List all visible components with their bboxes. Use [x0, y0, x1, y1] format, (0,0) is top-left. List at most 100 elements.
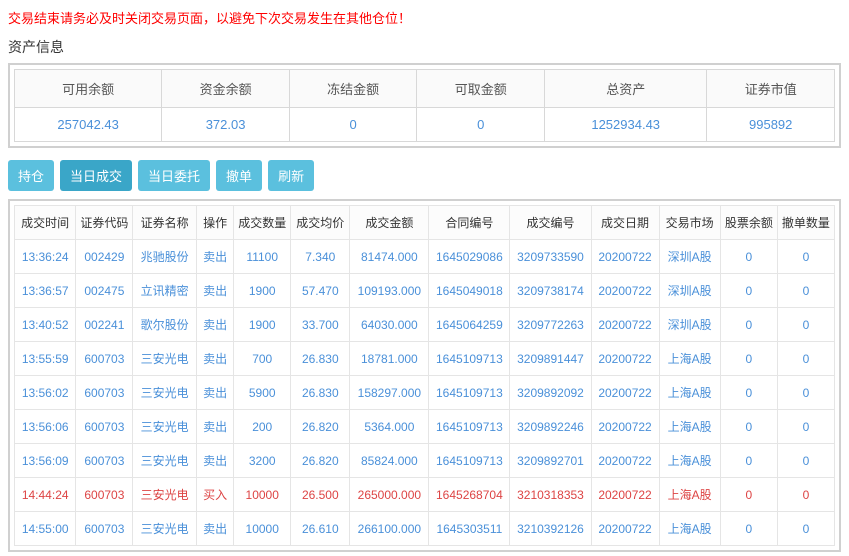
cell-mkt: 上海A股: [659, 444, 720, 478]
cell-bal: 0: [720, 410, 777, 444]
cell-code: 600703: [76, 512, 133, 546]
table-row: 13:55:59600703三安光电卖出70026.83018781.00016…: [15, 342, 835, 376]
tab-0[interactable]: 持仓: [8, 160, 54, 191]
cell-time: 13:36:57: [15, 274, 76, 308]
cell-qty: 3200: [234, 444, 291, 478]
cell-bal: 0: [720, 512, 777, 546]
cell-tno: 3210392126: [510, 512, 591, 546]
trade-header: 成交时间: [15, 206, 76, 240]
trade-header: 证券名称: [133, 206, 197, 240]
cell-op: 卖出: [196, 376, 233, 410]
cell-price: 26.820: [291, 410, 350, 444]
cell-op: 卖出: [196, 342, 233, 376]
cell-op: 卖出: [196, 512, 233, 546]
cell-time: 13:55:59: [15, 342, 76, 376]
table-row: 13:40:52002241歌尔股份卖出190033.70064030.0001…: [15, 308, 835, 342]
trade-header: 成交编号: [510, 206, 591, 240]
cell-cancel: 0: [777, 342, 834, 376]
cell-op: 卖出: [196, 410, 233, 444]
cell-cno: 1645109713: [429, 376, 510, 410]
cell-mkt: 上海A股: [659, 342, 720, 376]
cell-code: 600703: [76, 410, 133, 444]
trade-table: 成交时间证券代码证券名称操作成交数量成交均价成交金额合同编号成交编号成交日期交易…: [14, 205, 835, 546]
trade-header: 成交日期: [591, 206, 659, 240]
cell-code: 002429: [76, 240, 133, 274]
cell-qty: 700: [234, 342, 291, 376]
table-row: 13:36:57002475立讯精密卖出190057.470109193.000…: [15, 274, 835, 308]
cell-qty: 1900: [234, 274, 291, 308]
tab-4[interactable]: 刷新: [268, 160, 314, 191]
cell-date: 20200722: [591, 274, 659, 308]
cell-time: 13:36:24: [15, 240, 76, 274]
cell-mkt: 上海A股: [659, 512, 720, 546]
cell-bal: 0: [720, 274, 777, 308]
cell-bal: 0: [720, 342, 777, 376]
cell-mkt: 深圳A股: [659, 274, 720, 308]
tab-2[interactable]: 当日委托: [138, 160, 210, 191]
tab-3[interactable]: 撤单: [216, 160, 262, 191]
cell-cancel: 0: [777, 512, 834, 546]
cell-name: 三安光电: [133, 512, 197, 546]
cell-qty: 5900: [234, 376, 291, 410]
cell-cancel: 0: [777, 274, 834, 308]
cell-cno: 1645109713: [429, 342, 510, 376]
cell-bal: 0: [720, 444, 777, 478]
cell-name: 三安光电: [133, 410, 197, 444]
cell-time: 14:44:24: [15, 478, 76, 512]
cell-cno: 1645029086: [429, 240, 510, 274]
cell-amt: 158297.000: [350, 376, 429, 410]
cell-code: 600703: [76, 478, 133, 512]
cell-op: 卖出: [196, 308, 233, 342]
cell-qty: 200: [234, 410, 291, 444]
cell-bal: 0: [720, 478, 777, 512]
cell-cancel: 0: [777, 410, 834, 444]
cell-date: 20200722: [591, 512, 659, 546]
table-row: 14:44:24600703三安光电买入1000026.500265000.00…: [15, 478, 835, 512]
table-row: 13:56:09600703三安光电卖出320026.82085824.0001…: [15, 444, 835, 478]
cell-price: 7.340: [291, 240, 350, 274]
cell-cancel: 0: [777, 308, 834, 342]
cell-bal: 0: [720, 376, 777, 410]
table-row: 13:56:02600703三安光电卖出590026.830158297.000…: [15, 376, 835, 410]
asset-value: 0: [417, 108, 545, 142]
cell-mkt: 上海A股: [659, 410, 720, 444]
cell-name: 三安光电: [133, 376, 197, 410]
cell-time: 13:56:09: [15, 444, 76, 478]
cell-date: 20200722: [591, 308, 659, 342]
asset-header: 可用余额: [15, 70, 162, 108]
cell-date: 20200722: [591, 342, 659, 376]
cell-cno: 1645049018: [429, 274, 510, 308]
trade-header: 证券代码: [76, 206, 133, 240]
asset-value: 995892: [707, 108, 835, 142]
cell-date: 20200722: [591, 410, 659, 444]
asset-header: 冻结金额: [289, 70, 417, 108]
trade-header: 成交数量: [234, 206, 291, 240]
cell-time: 13:40:52: [15, 308, 76, 342]
cell-price: 26.830: [291, 376, 350, 410]
cell-cno: 1645109713: [429, 444, 510, 478]
cell-amt: 5364.000: [350, 410, 429, 444]
cell-tno: 3209892701: [510, 444, 591, 478]
table-row: 14:55:00600703三安光电卖出1000026.610266100.00…: [15, 512, 835, 546]
cell-code: 600703: [76, 342, 133, 376]
trade-panel: 成交时间证券代码证券名称操作成交数量成交均价成交金额合同编号成交编号成交日期交易…: [8, 199, 841, 552]
asset-header: 可取金额: [417, 70, 545, 108]
cell-qty: 1900: [234, 308, 291, 342]
cell-mkt: 深圳A股: [659, 308, 720, 342]
asset-header: 证券市值: [707, 70, 835, 108]
cell-code: 600703: [76, 444, 133, 478]
cell-amt: 64030.000: [350, 308, 429, 342]
cell-name: 三安光电: [133, 444, 197, 478]
asset-header: 资金余额: [162, 70, 290, 108]
cell-code: 600703: [76, 376, 133, 410]
tab-1[interactable]: 当日成交: [60, 160, 132, 191]
cell-name: 兆驰股份: [133, 240, 197, 274]
cell-price: 33.700: [291, 308, 350, 342]
cell-cancel: 0: [777, 478, 834, 512]
trade-header: 操作: [196, 206, 233, 240]
cell-op: 买入: [196, 478, 233, 512]
cell-mkt: 上海A股: [659, 478, 720, 512]
cell-tno: 3209772263: [510, 308, 591, 342]
trade-header: 撤单数量: [777, 206, 834, 240]
cell-amt: 109193.000: [350, 274, 429, 308]
